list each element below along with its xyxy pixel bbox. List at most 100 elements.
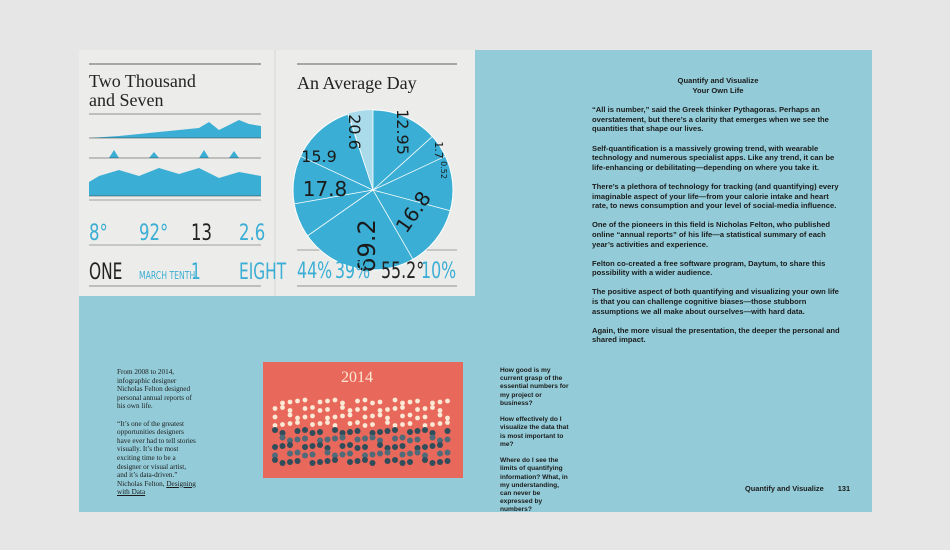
dot	[362, 423, 368, 428]
dot	[384, 428, 391, 434]
dot	[392, 444, 398, 450]
dot	[445, 398, 450, 404]
dot	[437, 412, 443, 418]
dot	[287, 437, 293, 444]
dot	[422, 427, 428, 433]
dot	[392, 435, 398, 442]
dot	[325, 398, 330, 404]
article: Quantify and Visualize Your Own Life “Al…	[592, 76, 844, 355]
area	[89, 168, 261, 196]
dot	[339, 443, 346, 449]
dot	[354, 436, 361, 443]
questions: How good is my current grasp of the esse…	[500, 367, 572, 523]
infographic-title: An Average Day	[297, 73, 417, 93]
area-charts	[89, 113, 457, 287]
dot	[287, 450, 293, 457]
dot	[287, 442, 293, 448]
dot	[302, 414, 308, 420]
dot	[272, 414, 278, 420]
dot	[302, 435, 308, 442]
dot	[295, 398, 300, 404]
dot	[422, 414, 428, 420]
dot	[377, 412, 383, 418]
dot	[422, 452, 428, 459]
dot	[362, 406, 368, 411]
dot	[317, 399, 323, 405]
dot	[339, 430, 346, 436]
pie-label: 0.52	[439, 161, 448, 179]
dot	[309, 430, 316, 436]
dot	[325, 420, 330, 425]
stat-number: 39%	[335, 257, 370, 283]
dot	[437, 399, 443, 405]
dot	[437, 459, 443, 465]
thumbnail: 2014	[263, 362, 463, 478]
dot	[332, 435, 338, 442]
stat-number: 13	[191, 220, 212, 246]
dot	[340, 405, 345, 410]
dot	[332, 427, 338, 433]
pie-label: 17.8	[303, 177, 348, 201]
dot	[399, 460, 406, 466]
paragraphs: “All is number,” said the Greek thinker …	[592, 105, 844, 345]
dot	[317, 421, 323, 426]
dot	[280, 400, 285, 406]
dot	[310, 413, 315, 419]
dot	[414, 428, 421, 434]
caption: From 2008 to 2014, infographic designer …	[117, 368, 197, 506]
dot	[317, 408, 323, 413]
dot	[310, 405, 315, 410]
dot	[295, 420, 300, 425]
dot	[317, 442, 323, 448]
dot	[339, 451, 346, 458]
dot	[272, 457, 278, 463]
dot	[279, 430, 286, 436]
dot	[324, 449, 331, 456]
dot	[287, 408, 293, 413]
dot	[437, 437, 443, 444]
dot	[414, 445, 421, 451]
source-link[interactable]: Designing with Data	[117, 479, 196, 497]
dot	[362, 452, 368, 459]
dot	[294, 428, 301, 434]
dot	[287, 412, 293, 418]
stat-number: 10%	[421, 257, 456, 283]
dot	[429, 460, 436, 466]
caption-intro: From 2008 to 2014, infographic designer …	[117, 368, 192, 411]
question: How effectively do I visualize the data …	[500, 416, 569, 448]
pie-label: 69.2	[353, 219, 381, 272]
footer-section: Quantify and Visualize	[745, 484, 824, 493]
stat-word: 1	[191, 259, 201, 284]
dot	[392, 427, 398, 433]
dot	[384, 449, 391, 456]
dot	[279, 434, 286, 441]
dot	[422, 444, 428, 450]
dot	[354, 458, 361, 464]
dot	[302, 427, 308, 433]
stat-word: ONE	[89, 259, 122, 284]
dot	[347, 429, 353, 435]
stat-number: 44%	[297, 257, 332, 283]
dot	[309, 443, 316, 449]
dot	[430, 422, 435, 427]
dot	[415, 407, 420, 412]
dot	[400, 400, 405, 406]
dot	[385, 420, 390, 425]
dot	[407, 399, 413, 405]
dot	[407, 459, 413, 465]
page-number: 131	[837, 484, 851, 493]
dot	[400, 405, 405, 410]
dot	[287, 399, 293, 405]
dot	[399, 434, 406, 441]
dot	[272, 427, 278, 433]
dot	[347, 450, 353, 457]
paragraph: Felton co-created a free software progra…	[592, 258, 826, 278]
paragraph: Self-quantification is a massively growi…	[592, 143, 835, 172]
dot	[294, 458, 301, 464]
paragraph: “All is number,” said the Greek thinker …	[592, 105, 829, 134]
dot	[444, 428, 451, 434]
dot	[272, 444, 278, 450]
question: Where do I see the limits of quantifying…	[500, 457, 568, 514]
dot	[392, 397, 398, 403]
dot	[429, 434, 436, 441]
